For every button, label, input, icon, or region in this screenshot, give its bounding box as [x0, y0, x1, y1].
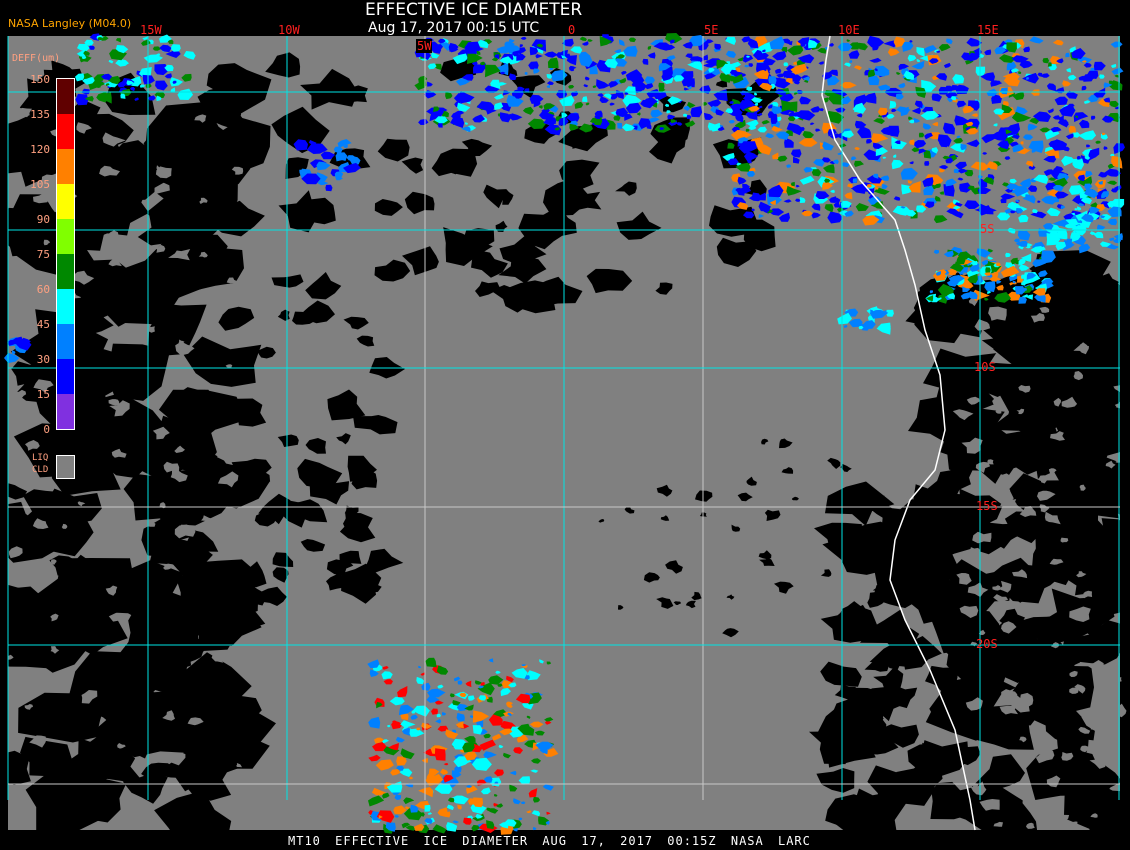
legend-color-bar	[56, 78, 75, 430]
lat-label: 5S	[980, 222, 995, 236]
legend-tick: 105	[30, 178, 50, 191]
lon-label: 5W	[416, 39, 433, 53]
legend-swatch	[57, 114, 74, 149]
legend-swatch	[57, 394, 74, 429]
lon-label: 15E	[977, 23, 999, 37]
lon-label: 10W	[278, 23, 300, 37]
legend-swatch	[57, 149, 74, 184]
legend-tick: 45	[36, 318, 50, 331]
lon-label: 0	[568, 23, 576, 37]
clear-sky-regions	[0, 51, 1130, 845]
footer-source: NASA LARC	[730, 834, 811, 848]
ice-cloud-regions	[4, 33, 1125, 835]
lat-lon-grid	[7, 36, 1120, 800]
footer-time: AUG 17, 2017 00:15Z	[542, 834, 717, 848]
legend-tick: 75	[36, 248, 50, 261]
footer-caption: MT10 EFFECTIVE ICE DIAMETER AUG 17, 2017…	[288, 834, 811, 848]
legend-swatch	[57, 184, 74, 219]
legend-swatch	[57, 359, 74, 394]
legend-tick: 120	[30, 143, 50, 156]
legend-swatch	[57, 219, 74, 254]
legend-tick: 60	[36, 283, 50, 296]
legend-liquid-swatch	[56, 455, 75, 479]
lat-label: 15S	[976, 499, 998, 513]
legend-tick: 15	[36, 388, 50, 401]
legend-title: DEFF(um)	[12, 53, 61, 64]
legend-tick: 30	[36, 353, 50, 366]
coastline	[821, 35, 976, 831]
lat-label: 20S	[976, 637, 998, 651]
lon-label: 10E	[838, 23, 860, 37]
footer-product: MT10	[288, 834, 321, 848]
map-timestamp: Aug 17, 2017 00:15 UTC	[368, 20, 540, 36]
map-title: EFFECTIVE ICE DIAMETER	[365, 0, 583, 20]
legend-swatch	[57, 289, 74, 324]
legend-tick: 90	[36, 213, 50, 226]
color-legend: DEFF(um) 150 135 120 105 90 75 60 45 30 15 0 LIQ C…	[8, 53, 80, 485]
legend-swatch	[57, 254, 74, 289]
legend-liquid-label: LIQ	[32, 453, 49, 463]
legend-tick: 0	[43, 423, 50, 436]
legend-liquid-label: CLD	[32, 465, 49, 475]
lon-label: 5E	[704, 23, 719, 37]
lat-label: 10S	[974, 360, 996, 374]
legend-swatch	[57, 324, 74, 359]
legend-swatch	[57, 79, 74, 114]
legend-tick: 150	[30, 73, 50, 86]
brand-label: NASA Langley (M04.0)	[8, 17, 132, 30]
lon-label: 15W	[140, 23, 162, 37]
footer-title: EFFECTIVE ICE DIAMETER	[335, 834, 529, 848]
legend-tick: 135	[30, 108, 50, 121]
